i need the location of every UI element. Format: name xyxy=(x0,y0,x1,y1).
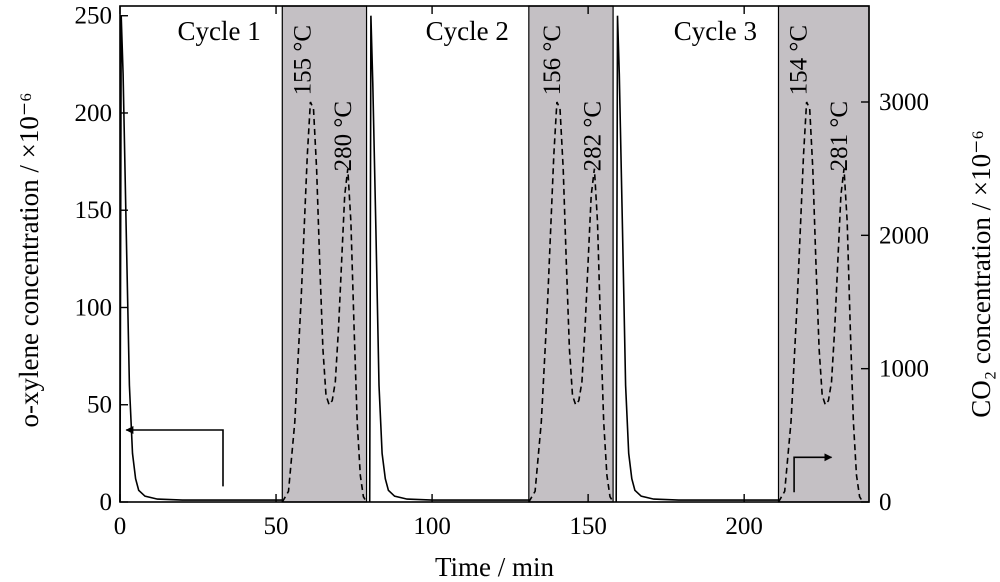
y-left-tick-label: 150 xyxy=(75,197,113,224)
peak-temperature-label: 280 °C xyxy=(330,101,357,171)
y-axis-left-title: o-xylene concentration / ×10⁻⁶ xyxy=(14,92,44,427)
x-tick-label: 0 xyxy=(114,513,127,540)
y-right-tick-label: 3000 xyxy=(879,89,929,116)
peak-temperature-label: 282 °C xyxy=(580,101,607,171)
peak-temperature-label: 281 °C xyxy=(826,101,853,171)
series-layer xyxy=(119,15,864,503)
co2-series-line xyxy=(528,101,614,503)
left-axis-arrow xyxy=(125,426,224,487)
y-left-tick-label: 250 xyxy=(75,3,113,30)
x-tick-label: 50 xyxy=(264,513,289,540)
right-axis-arrow xyxy=(793,453,833,493)
x-tick-label: 150 xyxy=(569,513,607,540)
x-tick-label: 200 xyxy=(725,513,763,540)
o-xylene-series-line xyxy=(119,15,283,503)
annotation-layer: Cycle 1 Cycle 2 Cycle 3 155 °C 280 °C 156 °C 2… xyxy=(125,16,853,493)
o-xylene-series-line xyxy=(368,15,529,503)
y-right-tick-label: 2000 xyxy=(879,222,929,249)
y-right-tick-label: 1000 xyxy=(879,356,929,383)
desorption-region xyxy=(281,5,368,503)
y-left-tick-label: 50 xyxy=(87,392,112,419)
cycle-label: Cycle 3 xyxy=(674,16,757,46)
plot-frame xyxy=(119,5,870,503)
cycle-label: Cycle 2 xyxy=(426,16,509,46)
co2-series-line xyxy=(777,101,864,503)
x-axis-title: Time / min xyxy=(435,552,555,582)
x-tick-label: 100 xyxy=(413,513,451,540)
y-axis-right-title: CO₂ concentration / ×10⁻⁶ xyxy=(966,130,996,418)
cycle-label: Cycle 1 xyxy=(178,16,261,46)
peak-temperature-label: 155 °C xyxy=(289,25,316,95)
o-xylene-series-line xyxy=(615,15,779,503)
peak-temperature-label: 154 °C xyxy=(786,25,813,95)
y-left-tick-label: 0 xyxy=(100,489,113,516)
y-right-tick-label: 0 xyxy=(879,489,892,516)
y-left-tick-label: 100 xyxy=(75,294,113,321)
co2-series-line xyxy=(281,101,368,503)
y-left-tick-label: 200 xyxy=(75,100,113,127)
peak-temperature-label: 156 °C xyxy=(539,25,566,95)
desorption-region xyxy=(528,5,614,503)
